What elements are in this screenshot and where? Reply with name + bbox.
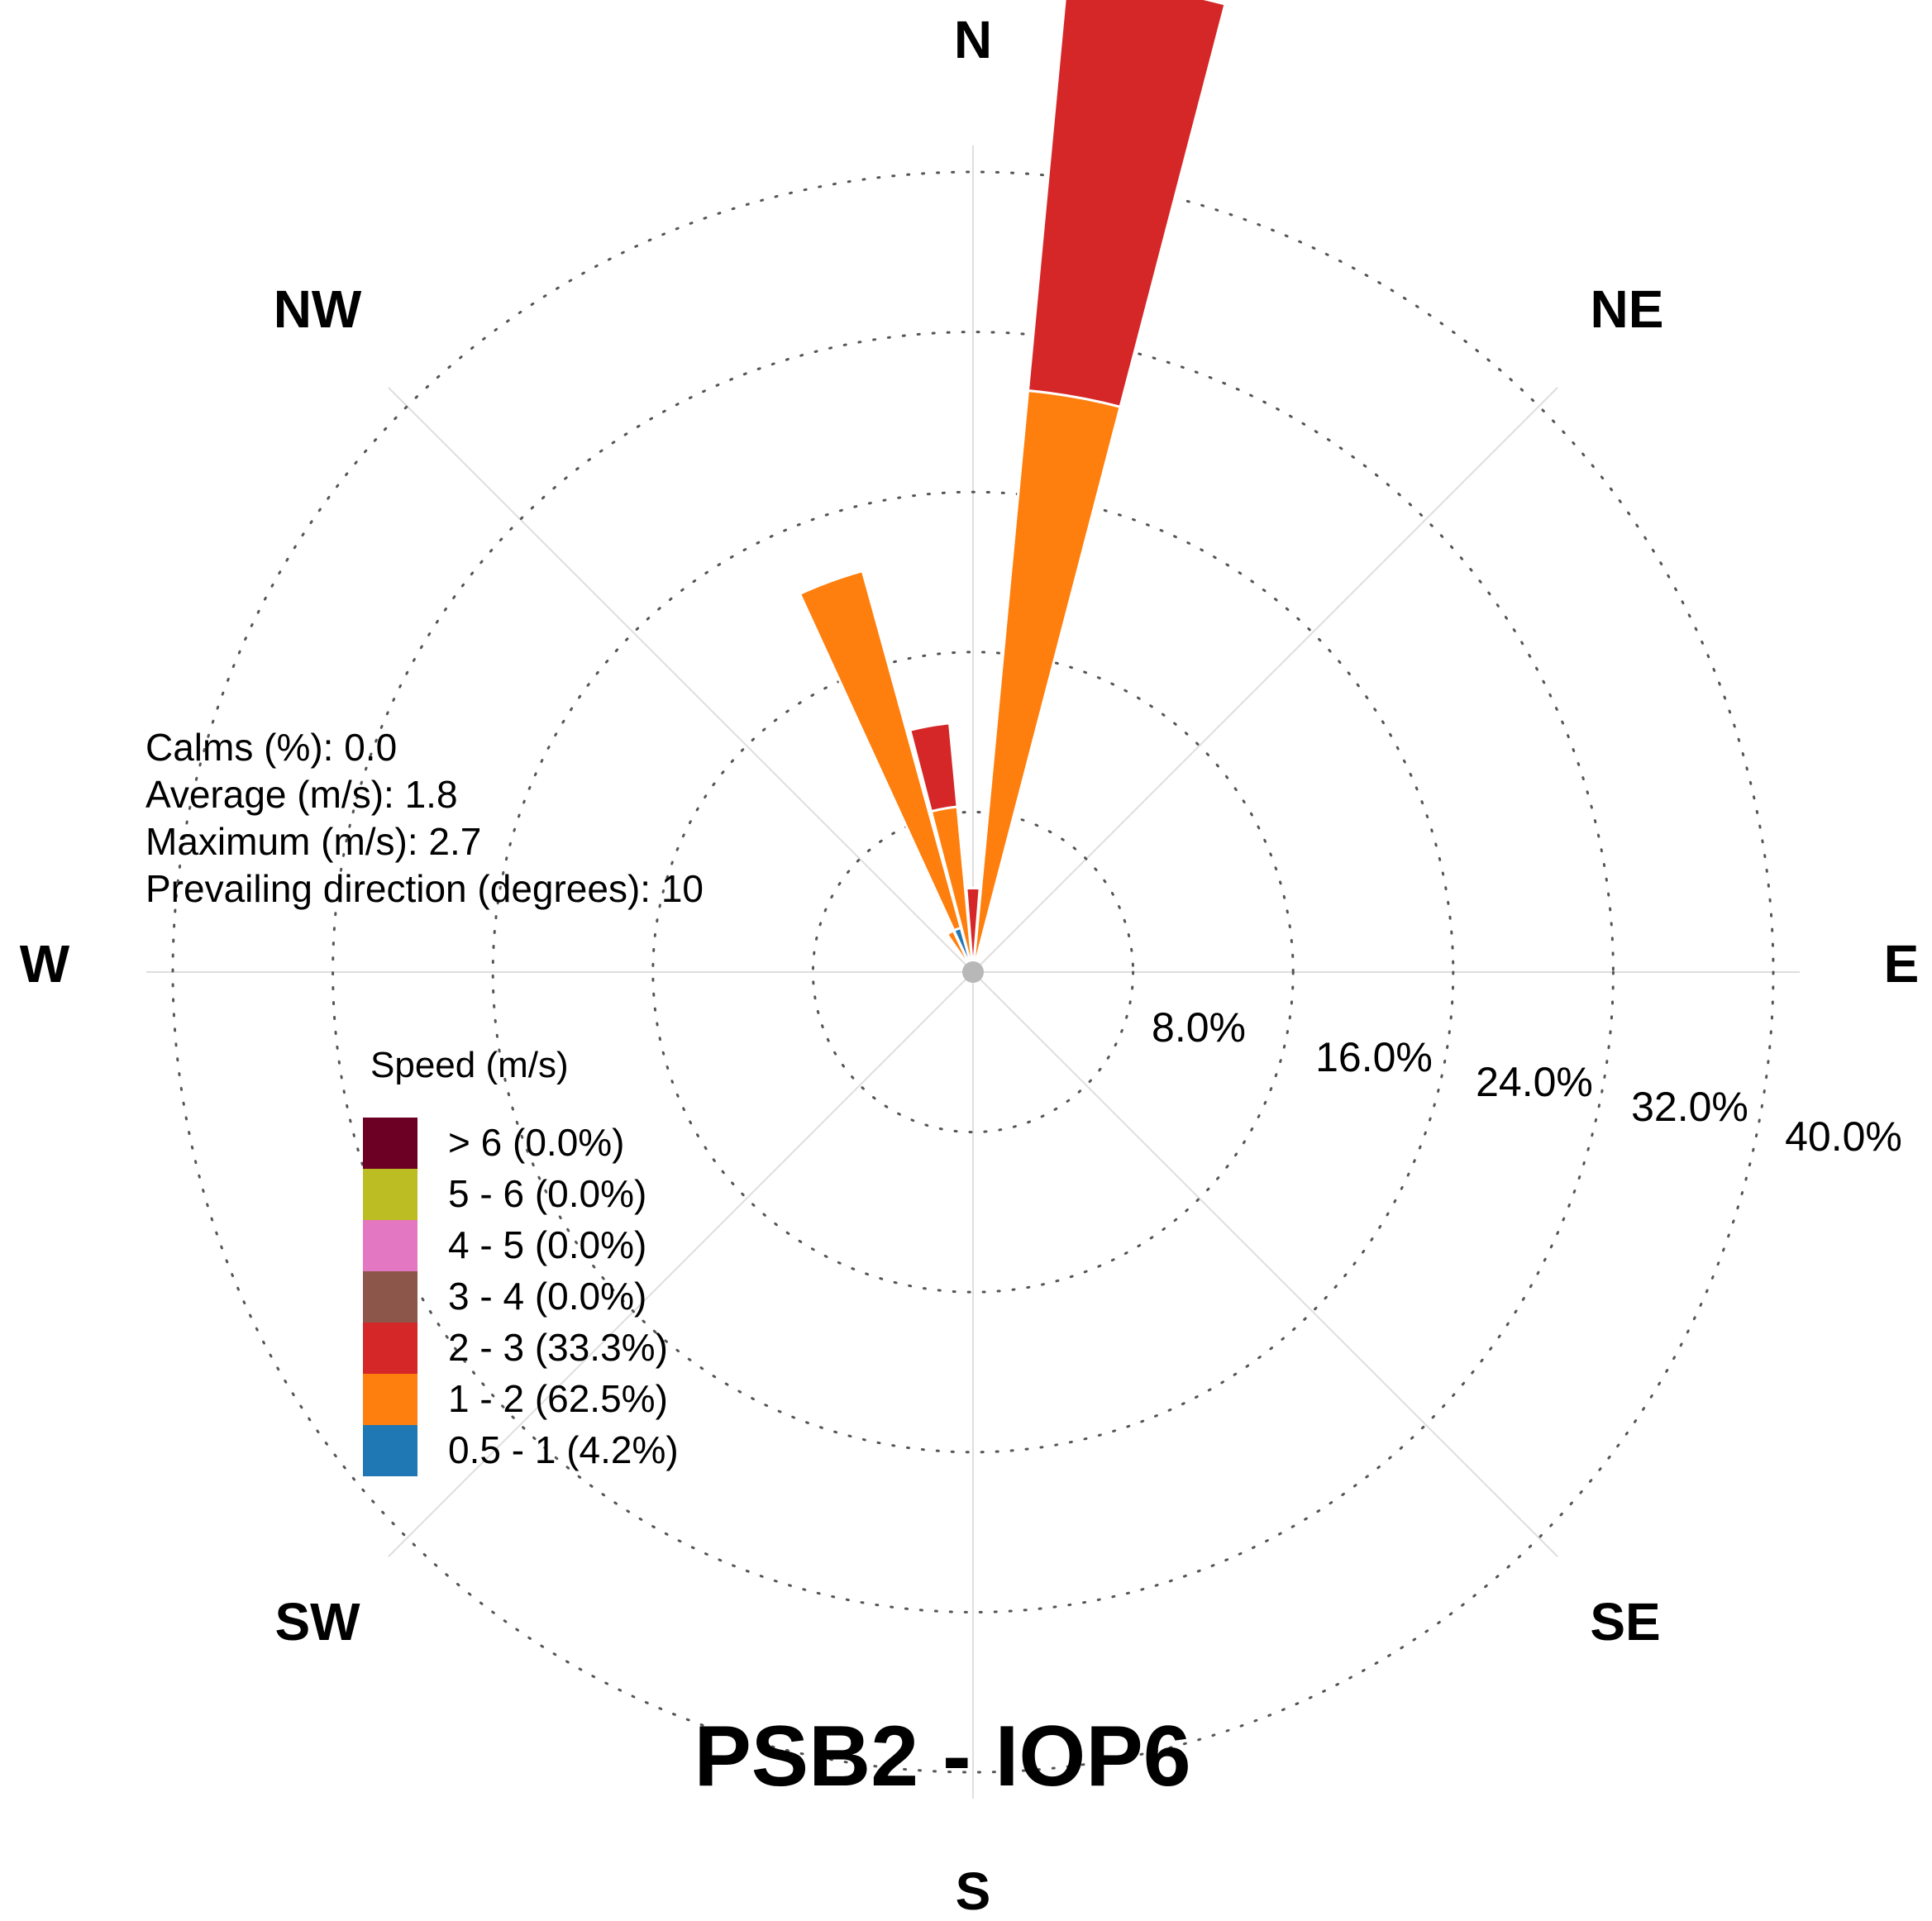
legend-label-2: 4 - 5 (0.0%) (448, 1223, 646, 1266)
spoke-315 (388, 387, 974, 973)
legend-label-0: > 6 (0.0%) (448, 1121, 625, 1164)
compass-label-sw: SW (274, 1592, 360, 1652)
legend: > 6 (0.0%) 5 - 6 (0.0%) 4 - 5 (0.0%) 3 - 4 … (363, 1118, 679, 1476)
bar-340-1-2-3 (798, 569, 975, 973)
compass-label-ne: NE (1591, 279, 1664, 339)
compass-label-e: E (1884, 934, 1920, 994)
ring-label-0: 8.0% (1152, 1004, 1246, 1051)
ring-label-1: 16.0% (1315, 1034, 1433, 1080)
chart-title: PSB2 - IOP6 (694, 1709, 1190, 1804)
ring-label-4: 40.0% (1785, 1113, 1902, 1160)
legend-title: Speed (m/s) (370, 1045, 569, 1085)
stat-maximum: Maximum (m/s): 2.7 (145, 820, 481, 863)
compass-label-s: S (956, 1861, 991, 1921)
ring-3 (332, 331, 1615, 1614)
legend-label-5: 1 - 2 (62.5%) (448, 1377, 668, 1420)
stat-average: Average (m/s): 1.8 (145, 773, 458, 816)
ring-4 (171, 170, 1775, 1774)
ring-label-2: 24.0% (1476, 1059, 1593, 1105)
bar-350-2-3-2 (908, 722, 959, 813)
legend-label-4: 2 - 3 (33.3%) (448, 1326, 668, 1369)
stat-prevailing: Prevailing direction (degrees): 10 (145, 867, 704, 910)
spoke-45 (972, 387, 1558, 973)
compass-label-n: N (954, 10, 992, 69)
wind-bars (798, 0, 1227, 983)
bar-10-2-3-0 (1026, 0, 1227, 409)
ring-2 (491, 490, 1455, 1454)
legend-swatch-5 (363, 1374, 417, 1425)
legend-label-3: 3 - 4 (0.0%) (448, 1275, 646, 1318)
legend-swatch-2 (363, 1220, 417, 1271)
compass-label-w: W (20, 934, 70, 994)
legend-label-6: 0.5 - 1 (4.2%) (448, 1428, 679, 1471)
legend-swatch-6 (363, 1425, 417, 1476)
legend-swatch-3 (363, 1271, 417, 1323)
legend-swatch-0 (363, 1118, 417, 1169)
legend-swatch-4 (363, 1323, 417, 1374)
bar-10-1-2-0 (971, 388, 1122, 973)
ring-1 (651, 651, 1295, 1294)
ring-label-3: 32.0% (1631, 1084, 1748, 1130)
stat-calms: Calms (%): 0.0 (145, 726, 397, 769)
polar-grid (146, 145, 1800, 1799)
chart-labels: N NE E SE S SW W NW 8.0% 16.0% 24.0% 32.0% 40.0% (20, 10, 1920, 1921)
spoke-135 (972, 971, 1558, 1557)
compass-label-nw: NW (274, 279, 362, 339)
legend-swatch-1 (363, 1169, 417, 1220)
center-dot (962, 961, 984, 983)
spoke-225 (388, 971, 974, 1557)
ring-0 (811, 810, 1135, 1134)
legend-label-1: 5 - 6 (0.0%) (448, 1172, 646, 1215)
bar-small-340-1 (952, 926, 975, 973)
compass-label-se: SE (1590, 1592, 1660, 1652)
